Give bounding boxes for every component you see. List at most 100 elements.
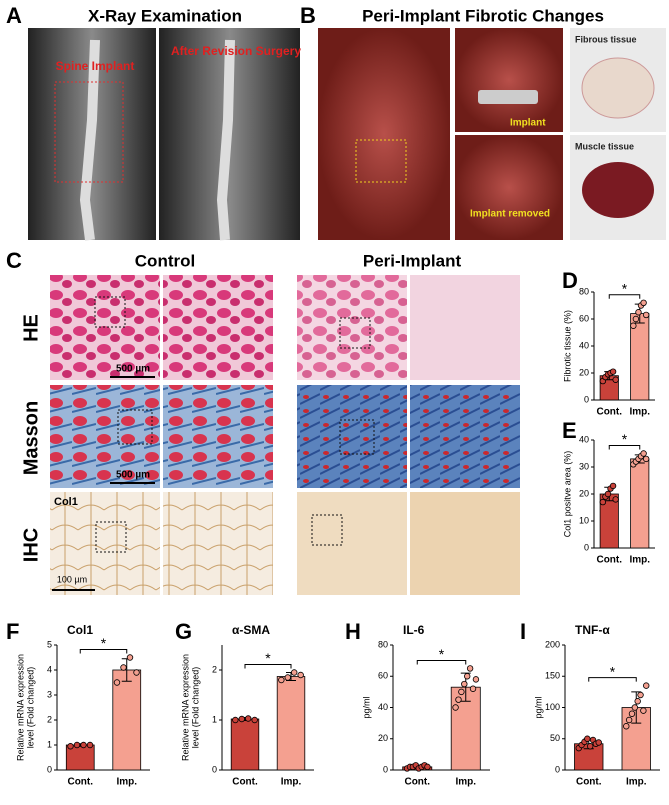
y-axis-label: Fibrotic tissue (%) — [562, 310, 572, 382]
data-point — [458, 688, 465, 696]
data-point — [251, 716, 258, 724]
data-point — [640, 707, 647, 714]
y-tick-label: 4 — [47, 664, 52, 674]
data-point — [278, 676, 285, 684]
x-tick-label: Cont. — [596, 555, 622, 566]
histology-image — [297, 385, 407, 488]
histology-image — [297, 492, 407, 595]
x-tick-label: Imp. — [629, 407, 650, 418]
y-tick-label: 0 — [584, 394, 589, 404]
histology-image — [410, 385, 520, 488]
x-tick-label: Cont. — [67, 777, 93, 788]
histology-image — [297, 275, 407, 380]
x-tick-label: Cont. — [232, 777, 258, 788]
y-tick-label: 0 — [555, 764, 560, 774]
data-point — [584, 735, 591, 742]
x-tick-label: Imp. — [629, 555, 650, 566]
y-tick-label: 20 — [378, 733, 388, 743]
data-point — [595, 739, 602, 746]
y-tick-label: 1 — [47, 739, 52, 749]
data-point — [612, 376, 619, 383]
data-point — [634, 698, 641, 705]
data-point — [133, 669, 140, 676]
zoom-box — [311, 514, 343, 546]
surgery-photo — [455, 28, 563, 132]
significance-bracket — [79, 649, 128, 654]
panel-letter: B — [300, 3, 316, 28]
x-tick-label: Cont. — [576, 777, 602, 788]
row-label: Masson — [20, 401, 42, 475]
data-point — [628, 710, 636, 717]
data-point — [469, 685, 477, 692]
data-point — [86, 741, 94, 749]
data-point — [455, 696, 462, 703]
column-title: Control — [135, 251, 195, 270]
y-tick-label: 0 — [47, 764, 52, 774]
panel-letter: D — [562, 268, 578, 293]
bar — [112, 669, 142, 771]
data-point — [586, 743, 594, 750]
y-axis-label: Relative mRNA expression — [180, 654, 190, 761]
image-label: Implant — [510, 118, 546, 129]
y-axis-label: pg/ml — [533, 696, 543, 718]
zoom-box — [339, 419, 375, 455]
x-tick-label: Cont. — [596, 407, 622, 418]
y-tick-label: 80 — [378, 639, 388, 649]
data-point — [126, 654, 134, 661]
zoom-box — [94, 296, 126, 328]
significance-label: * — [101, 635, 107, 651]
significance-label: * — [610, 663, 616, 679]
panel-title: X-Ray Examination — [88, 6, 242, 25]
y-tick-label: 0 — [383, 764, 388, 774]
y-tick-label: 0 — [212, 764, 217, 774]
row-label: HE — [20, 314, 42, 342]
chart-title: TNF-α — [575, 623, 610, 637]
panel-letter: H — [345, 619, 361, 644]
data-point — [238, 715, 245, 723]
surgery-photo — [455, 135, 563, 240]
bar — [230, 718, 260, 771]
y-tick-label: 50 — [550, 733, 560, 743]
y-tick-label: 1 — [212, 714, 217, 724]
histology-image — [163, 275, 273, 380]
x-tick-label: Imp. — [116, 777, 137, 788]
significance-bracket — [588, 677, 637, 682]
data-point — [424, 763, 431, 771]
data-point — [632, 315, 640, 323]
implant — [478, 90, 538, 104]
histology-image — [410, 492, 520, 595]
data-point — [609, 482, 617, 490]
bar — [630, 458, 650, 549]
y-tick-label: 100 — [545, 702, 560, 712]
data-point — [630, 322, 637, 329]
y-axis-label: Relative mRNA expression — [15, 654, 25, 761]
data-point — [604, 490, 612, 498]
data-point — [643, 682, 650, 689]
significance-label: * — [439, 646, 445, 662]
histology-image — [410, 275, 520, 380]
data-point — [297, 671, 304, 679]
panel-letter: E — [562, 418, 577, 443]
significance-label: * — [265, 650, 271, 666]
histology-image — [163, 385, 273, 488]
y-tick-label: 2 — [212, 664, 217, 674]
panel-letter: C — [6, 248, 22, 273]
tissue — [581, 57, 655, 119]
highlight-box — [54, 81, 124, 183]
y-tick-label: 40 — [579, 434, 589, 444]
panel-letter: I — [520, 619, 526, 644]
data-point — [599, 498, 607, 506]
data-point — [466, 665, 474, 672]
y-tick-label: 2 — [47, 714, 52, 724]
image-label: Implant removed — [470, 209, 550, 220]
zoom-box — [117, 409, 153, 445]
data-point — [640, 299, 647, 306]
data-point — [120, 664, 127, 671]
y-tick-label: 30 — [579, 461, 589, 471]
image-label: Spine Implant — [56, 59, 135, 73]
x-tick-label: Imp. — [281, 777, 302, 788]
image-label: Muscle tissue — [575, 141, 634, 151]
data-point — [245, 715, 252, 722]
data-point — [637, 691, 644, 699]
surgery-photo — [318, 28, 450, 240]
